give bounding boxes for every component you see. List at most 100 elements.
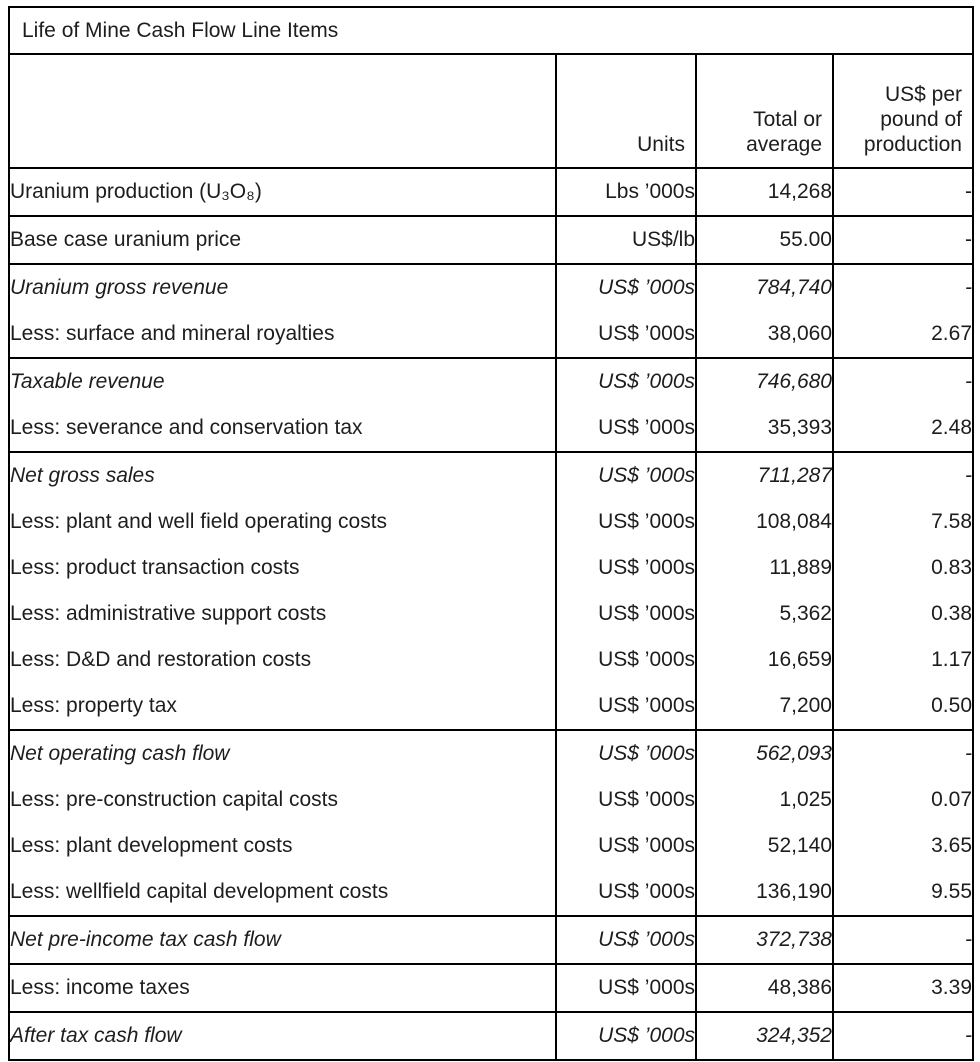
row-per-pound: - [832,1011,973,1060]
row-per-pound: 0.07 [832,777,973,823]
table-row-royalties: Less: surface and mineral royalties US$ … [9,311,973,358]
table-row-uranium-gross-revenue: Uranium gross revenue US$ ’000s 784,740 … [9,263,973,311]
row-per-pound: - [832,263,973,311]
header-units: Units [555,54,696,169]
row-label: Taxable revenue [9,357,556,405]
table-header-row: Units Total or average US$ per pound of … [9,54,973,169]
row-per-pound: 0.38 [832,591,973,637]
row-units: US$ ’000s [555,963,696,1012]
header-item [9,54,556,169]
row-total: 14,268 [695,167,833,216]
header-us-per-pound: US$ per pound of production [832,54,973,169]
row-units: US$ ’000s [555,637,696,683]
row-total: 16,659 [695,637,833,683]
row-units: US$ ’000s [555,777,696,823]
row-label: Less: product transaction costs [10,556,300,579]
row-per-pound: - [832,451,973,499]
table-row-pre-construction-capital: Less: pre-construction capital costs US$… [9,777,973,823]
row-total: 108,084 [695,499,833,545]
row-units: US$ ’000s [555,263,696,311]
table-row-product-transaction-costs: Less: product transaction costs US$ ’000… [9,545,973,591]
row-label: Less: property tax [10,694,177,717]
row-total: 52,140 [695,823,833,869]
row-per-pound: 7.58 [832,499,973,545]
row-label: Uranium production (U₃O₈) [9,167,556,216]
table-row-net-gross-sales: Net gross sales US$ ’000s 711,287 - [9,451,973,499]
row-per-pound: - [832,729,973,777]
row-total: 11,889 [695,545,833,591]
row-units: US$ ’000s [555,311,696,358]
row-units: US$ ’000s [555,405,696,452]
header-total-or-average: Total or average [695,54,833,169]
row-label: Less: surface and mineral royalties [10,322,335,345]
row-label: Uranium gross revenue [9,263,556,311]
row-total: 746,680 [695,357,833,405]
row-per-pound: - [832,167,973,216]
cash-flow-table: Life of Mine Cash Flow Line Items Units … [8,6,974,1061]
table-row-uranium-production: Uranium production (U₃O₈) Lbs ’000s 14,2… [9,167,973,216]
table-row-income-taxes: Less: income taxes US$ ’000s 48,386 3.39 [9,963,973,1012]
row-units: US$ ’000s [555,545,696,591]
table-row-property-tax: Less: property tax US$ ’000s 7,200 0.50 [9,683,973,730]
row-label: Less: income taxes [9,963,556,1012]
row-total: 7,200 [695,683,833,730]
table-row-base-case-price: Base case uranium price US$/lb 55.00 - [9,215,973,264]
row-total: 562,093 [695,729,833,777]
row-label: Net pre-income tax cash flow [9,915,556,964]
row-total: 784,740 [695,263,833,311]
row-label: After tax cash flow [9,1011,556,1060]
row-total: 711,287 [695,451,833,499]
table-row-operating-costs: Less: plant and well field operating cos… [9,499,973,545]
row-units: US$ ’000s [555,915,696,964]
table-row-taxable-revenue: Taxable revenue US$ ’000s 746,680 - [9,357,973,405]
row-label: Net operating cash flow [9,729,556,777]
row-label: Less: pre-construction capital costs [10,788,338,811]
row-total: 136,190 [695,869,833,916]
row-total: 55.00 [695,215,833,264]
row-total: 324,352 [695,1011,833,1060]
row-units: US$ ’000s [555,823,696,869]
row-total: 372,738 [695,915,833,964]
row-units: US$ ’000s [555,729,696,777]
row-total: 5,362 [695,591,833,637]
row-units: US$ ’000s [555,1011,696,1060]
row-total: 38,060 [695,311,833,358]
cash-flow-table-container: Life of Mine Cash Flow Line Items Units … [8,6,974,1061]
row-units: US$ ’000s [555,591,696,637]
table-row-admin-support-costs: Less: administrative support costs US$ ’… [9,591,973,637]
row-per-pound: 1.17 [832,637,973,683]
table-row-net-operating-cash-flow: Net operating cash flow US$ ’000s 562,09… [9,729,973,777]
table-row-plant-development: Less: plant development costs US$ ’000s … [9,823,973,869]
table-row-wellfield-capital: Less: wellfield capital development cost… [9,869,973,916]
row-per-pound: - [832,915,973,964]
row-label: Less: D&D and restoration costs [10,648,312,671]
row-per-pound: 0.83 [832,545,973,591]
table-row-dd-restoration-costs: Less: D&D and restoration costs US$ ’000… [9,637,973,683]
row-label: Less: plant and well field operating cos… [10,510,388,533]
row-label: Less: administrative support costs [10,602,327,625]
row-label: Base case uranium price [9,215,556,264]
table-title: Life of Mine Cash Flow Line Items [9,7,973,55]
row-label: Less: severance and conservation tax [10,416,363,439]
row-total: 35,393 [695,405,833,452]
row-per-pound: 0.50 [832,683,973,730]
row-total: 48,386 [695,963,833,1012]
row-per-pound: 2.67 [832,311,973,358]
table-title-row: Life of Mine Cash Flow Line Items [9,7,973,55]
row-label: Net gross sales [9,451,556,499]
row-units: US$ ’000s [555,451,696,499]
row-units: US$ ’000s [555,499,696,545]
row-per-pound: 3.39 [832,963,973,1012]
row-label: Less: plant development costs [10,834,293,857]
row-units: US$/lb [555,215,696,264]
row-per-pound: - [832,357,973,405]
row-units: US$ ’000s [555,683,696,730]
row-per-pound: 2.48 [832,405,973,452]
table-row-net-pre-income-tax-cash-flow: Net pre-income tax cash flow US$ ’000s 3… [9,915,973,964]
row-total: 1,025 [695,777,833,823]
row-units: US$ ’000s [555,869,696,916]
row-units: US$ ’000s [555,357,696,405]
row-per-pound: - [832,215,973,264]
table-row-severance-tax: Less: severance and conservation tax US$… [9,405,973,452]
